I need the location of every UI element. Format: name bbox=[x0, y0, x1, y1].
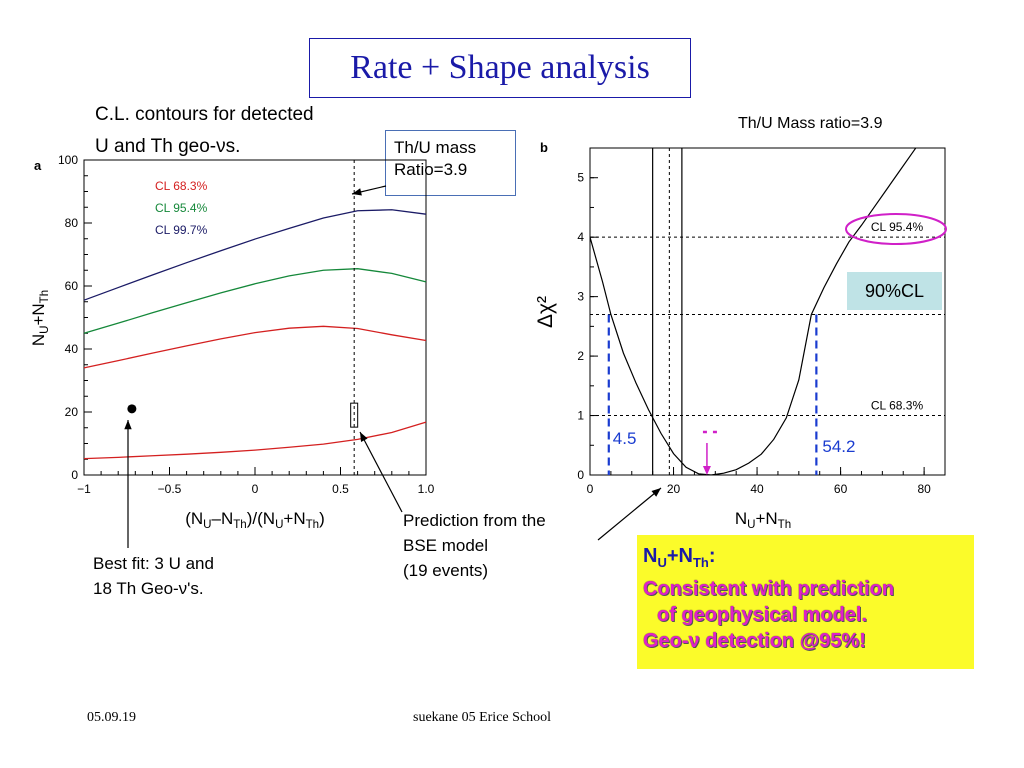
right-caption: Th/U Mass ratio=3.9 bbox=[738, 115, 883, 132]
conclusion-head-n: N bbox=[643, 545, 658, 567]
conclusion-head-sub1: U bbox=[657, 555, 667, 570]
plot-b-ci-label: 54.2 bbox=[822, 437, 855, 456]
plot-a-prediction-marker bbox=[350, 402, 359, 428]
plot-a-x-label-part-1: U bbox=[203, 519, 211, 531]
plot-b-panel-label: b bbox=[540, 140, 548, 155]
plot-b-x-tick-label: 80 bbox=[917, 482, 931, 496]
plot-b-y-tick-label: 3 bbox=[577, 290, 584, 304]
plot-a-x-label: (NU–NTh)/(NU+NTh) bbox=[185, 509, 325, 531]
plot-b-x-label: NU+NTh bbox=[735, 509, 791, 531]
prediction-line2: BSE model bbox=[403, 536, 489, 555]
plot-b-y-label: Δχ² bbox=[534, 296, 557, 328]
plot-b-y-tick-label: 2 bbox=[577, 349, 584, 363]
best-fit-line1: Best fit: 3 U and bbox=[93, 554, 214, 573]
left-caption-line2: U and Th geo-νs. bbox=[95, 136, 241, 157]
plot-b-y-tick-label: 0 bbox=[577, 468, 584, 482]
plot-a-series-2 bbox=[83, 268, 427, 334]
cl90-label: 90%CL bbox=[864, 280, 925, 301]
title-box: Rate + Shape analysis bbox=[309, 38, 691, 98]
plot-a-y-tick-label: 0 bbox=[71, 468, 78, 482]
cl90-box: 90%CL bbox=[847, 272, 942, 310]
prediction-arrow-b bbox=[597, 487, 662, 541]
plot-a-series-1 bbox=[83, 421, 427, 460]
plot-a-y-label-part-0: N bbox=[29, 334, 48, 346]
best-fit-line2: 18 Th Geo-ν's. bbox=[93, 579, 204, 598]
plot-a-legend-item: CL 99.7% bbox=[155, 223, 208, 237]
plot-b: b 0 20 40 60 80 0 1 2 3 4 5 CL 95.4% CL 68.3% 4.5 54.2 N… bbox=[534, 140, 947, 531]
footer-center: suekane 05 Erice School bbox=[413, 710, 552, 725]
prediction-arrow-a bbox=[359, 431, 403, 513]
plot-b-x-label-part-2: +N bbox=[755, 509, 777, 528]
plot-b-x-tick-label: 0 bbox=[587, 482, 594, 496]
slide-title: Rate + Shape analysis bbox=[350, 49, 650, 86]
plot-a-y-tick-label: 60 bbox=[65, 279, 79, 293]
plot-a-panel-label: a bbox=[34, 158, 42, 173]
mass-ratio-line2: Ratio=3.9 bbox=[394, 160, 468, 179]
plot-a-x-label-part-8: ) bbox=[319, 509, 325, 528]
plot-b-x-tick-label: 40 bbox=[750, 482, 764, 496]
plot-b-cl954-highlight bbox=[845, 213, 947, 245]
plot-a-y-label-part-1: U bbox=[39, 326, 51, 334]
plot-a-legend-item: CL 95.4% bbox=[155, 201, 208, 215]
plot-b-frame bbox=[589, 147, 946, 476]
plot-a-x-label-part-5: U bbox=[275, 519, 283, 531]
mass-ratio-arrow-head bbox=[352, 188, 362, 196]
conclusion-head-mid: +N bbox=[666, 545, 693, 567]
prediction-line3: (19 events) bbox=[403, 561, 489, 580]
plot-a-legend-item: CL 68.3% bbox=[155, 179, 208, 193]
conclusion-box: NU+NTh: Consistent with prediction of ge… bbox=[637, 535, 974, 669]
conclusion-head-sub2: Th bbox=[692, 555, 709, 570]
left-caption-line1: C.L. contours for detected bbox=[95, 104, 314, 125]
best-fit-arrow-head bbox=[124, 420, 132, 430]
conclusion-line1: Consistent with prediction bbox=[643, 578, 895, 600]
plot-b-y-tick-label: 4 bbox=[577, 230, 584, 244]
plot-b-hline-label: CL 68.3% bbox=[871, 399, 924, 413]
plot-b-chi2-curve bbox=[590, 148, 917, 475]
plot-a-x-label-part-3: Th bbox=[233, 519, 246, 531]
footer-date: 05.09.19 bbox=[87, 710, 136, 725]
prediction-arrow-a-head bbox=[360, 432, 368, 442]
mass-ratio-line1: Th/U mass bbox=[394, 138, 477, 157]
plot-b-ci-label: 4.5 bbox=[613, 429, 637, 448]
plot-a-x-tick-label: 0.5 bbox=[332, 482, 349, 496]
plot-a-x-tick-label: 1.0 bbox=[418, 482, 435, 496]
plot-a-y-label: NU+NTh bbox=[29, 290, 51, 346]
plot-a-y-label-part-3: Th bbox=[39, 290, 51, 303]
plot-a-x-label-part-2: –N bbox=[212, 509, 234, 528]
conclusion-line3: Geo-ν detection @95%! bbox=[643, 630, 866, 652]
plot-a-x-tick-label: 0 bbox=[252, 482, 259, 496]
mass-ratio-callout: Th/U mass Ratio=3.9 bbox=[385, 130, 516, 196]
plot-a-series-3 bbox=[83, 209, 427, 301]
plot-b-x-tick-label: 20 bbox=[667, 482, 681, 496]
plot-b-hline-label: CL 95.4% bbox=[871, 220, 924, 234]
plot-a-x-tick-label: −1 bbox=[77, 482, 91, 496]
conclusion-head-tail: : bbox=[708, 545, 716, 567]
prediction-arrow-b-head bbox=[651, 488, 661, 497]
plot-a-y-label-part-2: +N bbox=[29, 303, 48, 325]
plot-a: a −1 −0.5 0 0.5 1.0 0 20 40 60 80 100 CL 68.3% CL 95.… bbox=[29, 153, 435, 531]
plot-a-best-fit-point bbox=[127, 404, 137, 414]
conclusion-line2: of geophysical model. bbox=[657, 604, 868, 626]
plot-b-y-tick-label: 5 bbox=[577, 171, 584, 185]
plot-b-x-tick-label: 60 bbox=[834, 482, 848, 496]
plot-a-y-tick-label: 40 bbox=[65, 342, 79, 356]
annotation-arrows bbox=[124, 185, 662, 548]
conclusion-heading: NU+NTh: bbox=[643, 543, 968, 576]
plot-a-y-tick-label: 100 bbox=[58, 153, 78, 167]
plot-a-y-tick-label: 80 bbox=[65, 216, 79, 230]
plot-a-y-tick-label: 20 bbox=[65, 405, 79, 419]
plot-b-x-label-part-1: U bbox=[747, 519, 755, 531]
plot-b-x-label-part-0: N bbox=[735, 509, 747, 528]
plot-a-x-label-part-7: Th bbox=[306, 519, 319, 531]
plot-a-x-tick-label: −0.5 bbox=[158, 482, 182, 496]
plot-b-x-label-part-3: Th bbox=[778, 519, 791, 531]
plot-a-x-label-part-6: +N bbox=[283, 509, 305, 528]
plot-a-x-label-part-0: (N bbox=[185, 509, 203, 528]
plot-a-series-0 bbox=[83, 325, 427, 369]
plot-b-best-fit-arrowhead bbox=[702, 466, 711, 475]
prediction-line1: Prediction from the bbox=[403, 511, 546, 530]
plot-a-x-label-part-4: )/(N bbox=[247, 509, 275, 528]
plot-b-y-tick-label: 1 bbox=[577, 409, 584, 423]
